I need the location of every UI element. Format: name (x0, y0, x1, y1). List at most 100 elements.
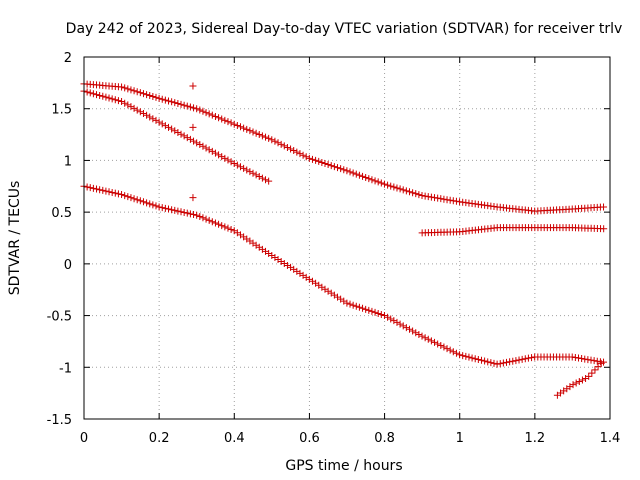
satellite-track-1-point (265, 134, 273, 142)
satellite-track-3-point (424, 335, 432, 343)
satellite-track-1-point (215, 114, 223, 122)
satellite-track-1-point (146, 92, 154, 100)
satellite-track-1-point (346, 168, 354, 176)
satellite-track-1-point (277, 140, 285, 148)
satellite-track-3-point (487, 359, 495, 367)
satellite-track-2-point (243, 166, 251, 174)
satellite-track-1-point (446, 196, 454, 204)
satellite-track-3-point (568, 353, 576, 361)
satellite-track-3-point (390, 317, 398, 325)
satellite-track-1-point (449, 197, 457, 205)
satellite-track-1-point (211, 112, 219, 120)
satellite-track-2-point (265, 177, 273, 185)
satellite-track-1-point (271, 137, 279, 145)
chart-title: Day 242 of 2023, Sidereal Day-to-day VTE… (66, 21, 623, 37)
satellite-track-3-point (521, 355, 529, 363)
satellite-track-3-point (515, 356, 523, 364)
satellite-track-3-point (578, 355, 586, 363)
satellite-track-2-point (224, 156, 232, 164)
satellite-track-3-point (396, 320, 404, 328)
satellite-track-1-point (246, 127, 254, 135)
satellite-track-3-point (224, 224, 232, 232)
satellite-track-3-point (468, 354, 476, 362)
satellite-track-3-point (118, 191, 126, 199)
satellite-track-1-point (440, 195, 448, 203)
satellite-track-3-point (496, 360, 504, 368)
satellite-track-3-point (437, 341, 445, 349)
satellite-track-2-point (130, 104, 138, 112)
satellite-track-3-point (355, 303, 363, 311)
satellite-track-1-point (243, 125, 251, 133)
satellite-track-3-point (136, 197, 144, 205)
satellite-track-1-point (349, 169, 357, 177)
satellite-track-2-point (193, 139, 201, 147)
satellite-track-1-point (412, 190, 420, 198)
satellite-track-1-point (327, 162, 335, 170)
data-points (80, 80, 608, 399)
satellite-track-1-point (296, 150, 304, 158)
satellite-track-1-point (233, 121, 241, 129)
satellite-track-1-point (321, 160, 329, 167)
satellite-track-1-point (149, 92, 157, 100)
satellite-track-2-point (133, 106, 141, 114)
satellite-track-1-point (205, 110, 213, 118)
satellite-track-2-point (190, 137, 198, 145)
satellite-track-3-point (133, 196, 141, 204)
satellite-track-1-point (380, 180, 388, 188)
satellite-track-1-point (409, 189, 417, 197)
satellite-track-1-point (208, 111, 216, 119)
satellite-track-1-point (218, 115, 226, 123)
satellite-track-2-point (196, 141, 204, 149)
satellite-track-2-point (89, 90, 97, 98)
satellite-track-3-point (387, 315, 395, 323)
y-tick-label: -1 (59, 361, 72, 376)
satellite-track-3-point (593, 357, 601, 365)
satellite-track-1-point (355, 171, 363, 179)
satellite-track-1-point (230, 120, 238, 128)
satellite-track-2-point (218, 153, 226, 161)
satellite-track-3-point (477, 356, 485, 364)
satellite-track-3-point (402, 324, 410, 332)
x-tick-label: 0.6 (299, 431, 320, 446)
satellite-track-3-point (202, 215, 210, 223)
satellite-track-3-point (462, 352, 470, 360)
satellite-track-1-point (374, 178, 382, 186)
satellite-track-1-point (180, 101, 188, 109)
satellite-track-1-point (155, 94, 163, 102)
satellite-track-3-point (380, 312, 388, 320)
satellite-track-1-point (330, 163, 338, 171)
satellite-track-3-point (365, 306, 373, 314)
satellite-track-3-point (161, 204, 169, 212)
satellite-track-3-point (368, 307, 376, 315)
satellite-track-1-point (165, 97, 173, 105)
satellite-track-1-point (174, 100, 182, 108)
x-tick-label: 0 (80, 431, 88, 446)
satellite-track-3-point (518, 355, 526, 363)
satellite-track-3-point (168, 206, 176, 214)
satellite-track-3-point (524, 354, 532, 362)
satellite-track-2-point (177, 130, 185, 138)
satellite-track-2-point (158, 120, 166, 128)
satellite-track-2-point (171, 127, 179, 135)
y-axis-title: SDTVAR / TECUs (7, 181, 23, 296)
satellite-track-1-point (136, 89, 144, 97)
satellite-track-1-point (302, 153, 310, 161)
satellite-track-1-point (387, 182, 395, 190)
satellite-track-3-point (111, 189, 119, 197)
satellite-track-3-point (418, 332, 426, 340)
satellite-track-3-point (587, 356, 595, 364)
satellite-track-2-point (146, 113, 154, 121)
satellite-track-3-point (174, 207, 182, 215)
satellite-track-1-point (312, 156, 320, 164)
satellite-track-2-point (258, 174, 266, 182)
satellite-track-1-point (262, 133, 270, 141)
satellite-track-2-point (202, 144, 210, 152)
satellite-track-1-point (437, 195, 445, 203)
satellite-track-3-point (409, 327, 417, 335)
satellite-track-3-point (374, 309, 382, 317)
satellite-track-3-point (459, 352, 467, 360)
satellite-track-3-point (180, 208, 188, 216)
satellite-track-3-point (584, 356, 592, 364)
satellite-track-1-point (352, 170, 360, 178)
satellite-track-5-point (597, 359, 605, 367)
